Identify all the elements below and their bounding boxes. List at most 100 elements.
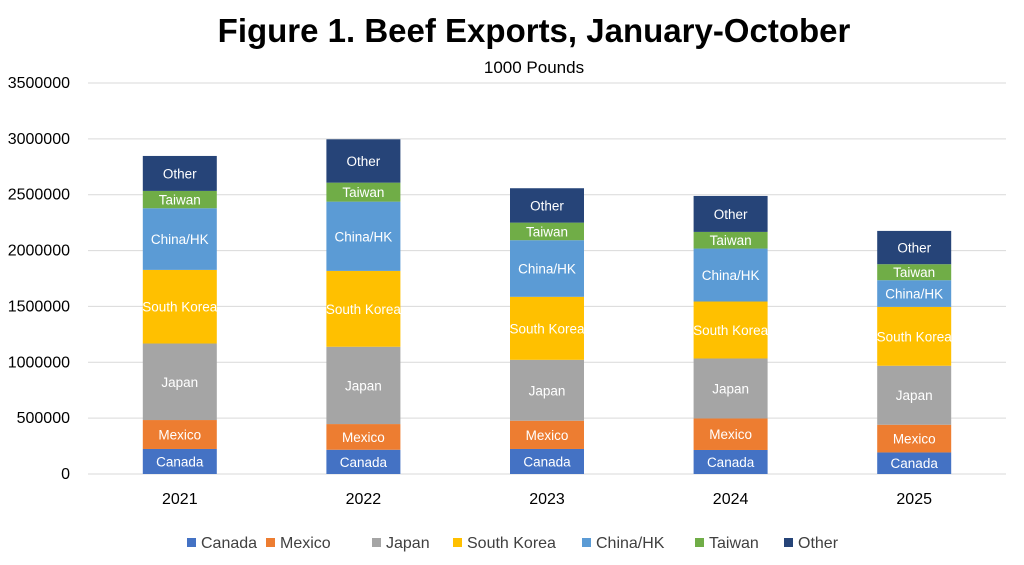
bar-segment-mexico-2025 — [877, 424, 952, 453]
legend-item-south-korea: South Korea — [453, 535, 556, 552]
bar-segment-canada-2023 — [510, 448, 584, 474]
legend-label: China/HK — [596, 535, 665, 552]
bar-segment-taiwan-2022 — [326, 182, 401, 202]
legend-swatch — [372, 538, 381, 547]
bar-segment-china-hk-2025 — [877, 280, 952, 307]
x-tick-label: 2025 — [896, 491, 932, 508]
segment-label: Mexico — [709, 427, 752, 442]
bar-segment-japan-2023 — [510, 359, 584, 421]
x-tick-label: 2022 — [346, 491, 382, 508]
legend-swatch — [187, 538, 196, 547]
bar-segment-taiwan-2024 — [693, 231, 768, 249]
segment-label: Mexico — [342, 430, 385, 445]
chart-subtitle: 1000 Pounds — [484, 58, 584, 77]
legend-label: Taiwan — [709, 535, 759, 552]
bar-segment-china-hk-2021 — [142, 208, 217, 270]
bar-segment-canada-2022 — [326, 449, 401, 474]
bar-segment-other-2023 — [510, 188, 584, 223]
y-tick-label: 1000000 — [8, 354, 70, 371]
bar-segment-taiwan-2025 — [877, 264, 952, 281]
segment-label: Mexico — [526, 428, 569, 443]
legend-label: Japan — [386, 535, 430, 552]
segment-label: Japan — [896, 388, 933, 403]
bar-segment-japan-2021 — [142, 343, 217, 421]
segment-label: Taiwan — [159, 193, 201, 208]
legend-swatch — [582, 538, 591, 547]
segment-label: South Korea — [509, 321, 585, 336]
legend-label: Other — [798, 535, 839, 552]
segment-label: Mexico — [893, 432, 936, 447]
segment-label: Taiwan — [893, 265, 935, 280]
segment-label: Canada — [891, 456, 939, 471]
bar-segment-south-korea-2023 — [510, 296, 584, 360]
segment-label: Canada — [156, 454, 204, 469]
bar-segment-japan-2024 — [693, 358, 768, 419]
segment-label: Mexico — [158, 428, 201, 443]
segment-label: South Korea — [142, 300, 218, 315]
segment-label: South Korea — [326, 302, 402, 317]
legend-swatch — [453, 538, 462, 547]
segment-label: Taiwan — [526, 224, 568, 239]
bar-segment-mexico-2023 — [510, 420, 584, 449]
bar-segment-other-2021 — [142, 155, 217, 191]
segment-label: Taiwan — [342, 185, 384, 200]
bar-segment-south-korea-2024 — [693, 301, 768, 359]
bar-segment-mexico-2021 — [142, 420, 217, 449]
bar-segment-japan-2022 — [326, 346, 401, 425]
bar-segment-china-hk-2023 — [510, 240, 584, 297]
bar-segment-canada-2024 — [693, 449, 768, 474]
segment-label: Canada — [707, 455, 755, 470]
bar-segment-other-2022 — [326, 139, 401, 183]
legend-label: Mexico — [280, 535, 331, 552]
bar-segment-china-hk-2024 — [693, 248, 768, 302]
y-tick-label: 0 — [61, 466, 70, 483]
bar-segment-mexico-2024 — [693, 418, 768, 450]
bar-segment-china-hk-2022 — [326, 201, 401, 271]
segment-label: Other — [347, 154, 381, 169]
legend-swatch — [266, 538, 275, 547]
legend-swatch — [695, 538, 704, 547]
segment-label: Other — [163, 166, 197, 181]
bar-segment-mexico-2022 — [326, 424, 401, 450]
bar-segment-south-korea-2022 — [326, 270, 401, 347]
bar-segment-taiwan-2023 — [510, 222, 584, 241]
segment-label: Taiwan — [710, 233, 752, 248]
y-tick-label: 2500000 — [8, 187, 70, 204]
bar-segment-canada-2021 — [142, 448, 217, 474]
legend-item-japan: Japan — [372, 535, 430, 552]
legend-label: Canada — [201, 535, 257, 552]
segment-label: Canada — [340, 455, 388, 470]
segment-label: Other — [714, 207, 748, 222]
segment-label: Canada — [523, 454, 571, 469]
bar-segment-japan-2025 — [877, 365, 952, 425]
legend-item-other: Other — [784, 535, 839, 552]
bar-segment-taiwan-2021 — [142, 190, 217, 209]
legend-item-mexico: Mexico — [266, 535, 331, 552]
segment-label: South Korea — [877, 329, 953, 344]
segment-label: Other — [897, 241, 931, 256]
legend-swatch — [784, 538, 793, 547]
segment-label: Other — [530, 198, 564, 213]
x-tick-label: 2021 — [162, 491, 198, 508]
legend-item-china-hk: China/HK — [582, 535, 665, 552]
legend-item-canada: Canada — [187, 535, 257, 552]
legend-label: South Korea — [467, 535, 556, 552]
segment-label: Japan — [529, 383, 566, 398]
y-tick-label: 1500000 — [8, 298, 70, 315]
segment-label: China/HK — [885, 287, 943, 302]
bar-segment-south-korea-2025 — [877, 306, 952, 366]
bar-segment-other-2025 — [877, 230, 952, 265]
chart-title: Figure 1. Beef Exports, January-October — [218, 12, 851, 49]
y-tick-label: 3500000 — [8, 75, 70, 92]
y-tick-label: 2000000 — [8, 243, 70, 260]
legend-item-taiwan: Taiwan — [695, 535, 759, 552]
x-tick-label: 2023 — [529, 491, 565, 508]
segment-label: Japan — [345, 378, 382, 393]
bar-segment-south-korea-2021 — [142, 269, 217, 344]
x-tick-label: 2024 — [713, 491, 749, 508]
y-tick-label: 3000000 — [8, 131, 70, 148]
bar-segment-other-2024 — [693, 195, 768, 232]
segment-label: China/HK — [518, 262, 576, 277]
y-tick-label: 500000 — [17, 410, 70, 427]
